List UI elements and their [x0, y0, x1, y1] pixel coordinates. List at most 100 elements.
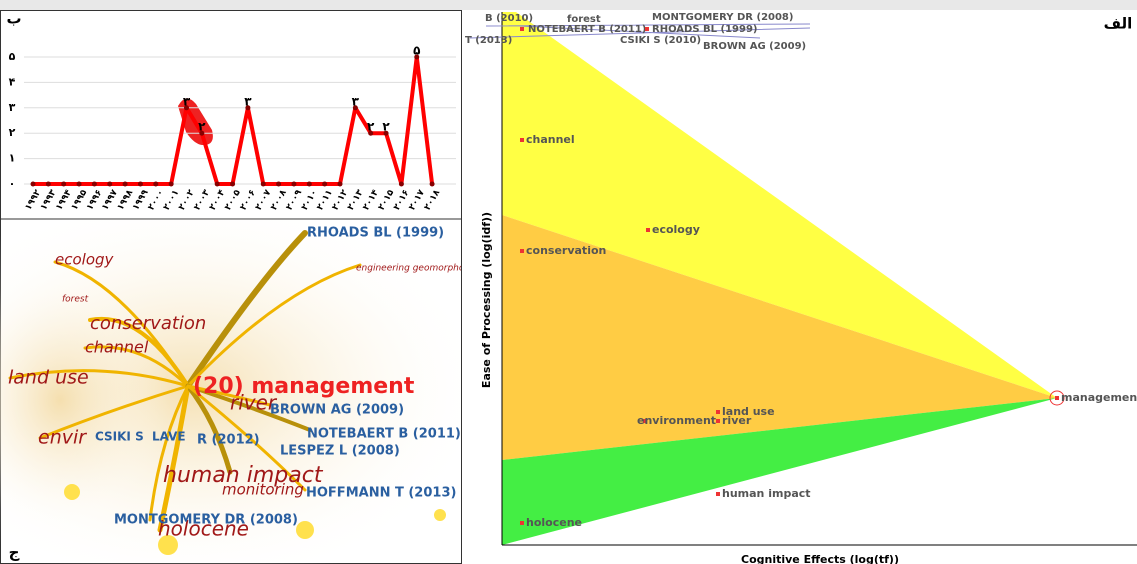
- point: [91, 181, 97, 187]
- term-label: environment: [637, 414, 716, 427]
- term-marker: [520, 521, 524, 525]
- point: [260, 181, 266, 187]
- point: [322, 181, 328, 187]
- network-label: holocene: [158, 517, 249, 541]
- y-tick-label: ۵: [9, 50, 16, 63]
- value-label: ۲: [382, 120, 390, 134]
- point: [61, 181, 67, 187]
- point: [291, 181, 297, 187]
- network-label: human impact: [163, 463, 324, 488]
- term-marker: [520, 249, 524, 253]
- y-tick-label: ۳: [9, 101, 16, 114]
- panel-label: ب: [6, 10, 21, 28]
- top-strip: [0, 0, 1137, 10]
- network-label: envir: [38, 427, 87, 449]
- term-marker: [716, 410, 720, 414]
- value-label: ۳: [244, 94, 252, 108]
- region-green: [502, 398, 1057, 545]
- point: [184, 105, 189, 111]
- point: [429, 181, 435, 187]
- network-label: (20) management: [193, 374, 415, 399]
- y-axis-label: Ease of Processing (log(idf)): [480, 212, 493, 388]
- point: [230, 181, 236, 187]
- network-label: RHOADS BL (1999): [307, 226, 444, 241]
- term-label: human impact: [722, 487, 811, 500]
- y-tick-label: ۰: [9, 177, 16, 190]
- network-label: NOTEBAERT B (2011): [307, 427, 461, 442]
- network-label: CSIKI S: [95, 430, 144, 444]
- top-label: NOTEBAERT B (2011): [528, 24, 646, 35]
- panel-label: ج: [9, 544, 20, 562]
- point: [337, 181, 343, 187]
- term-label: holocene: [526, 516, 582, 529]
- network-label: LESPEZ L (2008): [280, 444, 400, 459]
- link-lines: [469, 23, 811, 39]
- point: [30, 181, 36, 187]
- top-label: CSIKI S (2010): [620, 35, 701, 46]
- point: [276, 181, 282, 187]
- point: [383, 130, 389, 136]
- region-orange: [502, 215, 1057, 460]
- term-label: channel: [526, 133, 575, 146]
- top-label: B (2010): [485, 13, 533, 24]
- y-tick-label: ۲: [9, 126, 16, 139]
- point: [306, 181, 312, 187]
- network-label: monitoring: [222, 481, 304, 499]
- term-marker: [716, 492, 720, 496]
- point: [398, 181, 404, 187]
- panel-label: الف: [1104, 15, 1133, 33]
- point: [76, 181, 82, 187]
- point: [214, 181, 220, 187]
- network-label: channel: [85, 338, 149, 357]
- point: [107, 181, 113, 187]
- point: [137, 181, 143, 187]
- point: [245, 105, 251, 111]
- network-label: land use: [8, 367, 89, 389]
- point: [168, 181, 174, 187]
- region-yellow: [502, 12, 1057, 398]
- highlight: [1049, 390, 1065, 406]
- network-label: conservation: [90, 313, 206, 334]
- y-tick-label: ۴: [9, 75, 16, 88]
- point: [122, 181, 128, 187]
- term-label: management: [1061, 391, 1137, 404]
- term-marker: [646, 228, 650, 232]
- network-label: forest: [62, 295, 89, 305]
- network-label: BROWN AG (2009): [270, 403, 404, 418]
- value-label: ۲: [198, 120, 206, 134]
- point: [199, 130, 205, 136]
- network-label: MONTGOMERY DR (2008): [114, 513, 298, 528]
- network-label: ecology: [55, 251, 115, 269]
- term-marker: [520, 27, 524, 31]
- term-label: land use: [722, 405, 775, 418]
- term-marker: [645, 27, 649, 31]
- point: [45, 181, 51, 187]
- network-label: LAVE: [152, 430, 186, 444]
- term-marker: [1055, 396, 1059, 400]
- network-label: river: [230, 391, 278, 415]
- term-marker: [716, 419, 720, 423]
- term-label: conservation: [526, 244, 606, 257]
- y-tick-label: ۱: [9, 152, 16, 165]
- point: [368, 130, 374, 136]
- value-label: ۳: [183, 94, 191, 108]
- top-label: T (2013): [465, 35, 512, 46]
- value-label: ۵: [413, 44, 420, 58]
- network-label: engineering geomorpholo: [356, 264, 473, 274]
- x-tick-label: ۲۰۱۸: [423, 188, 443, 212]
- value-label: ۲: [367, 120, 375, 134]
- top-label: BROWN AG (2009): [703, 41, 806, 52]
- top-label: RHOADS BL (1999): [652, 24, 757, 35]
- point: [414, 54, 420, 60]
- term-marker: [520, 138, 524, 142]
- network-label: HOFFMANN T (2013): [306, 486, 456, 501]
- value-label: ۳: [352, 94, 360, 108]
- network-bg: [0, 219, 461, 564]
- x-axis-label: Cognitive Effects (log(tf)): [741, 553, 899, 564]
- top-label: MONTGOMERY DR (2008): [652, 12, 793, 23]
- top-label: forest: [567, 14, 601, 25]
- point: [153, 181, 159, 187]
- term-marker: [643, 419, 647, 423]
